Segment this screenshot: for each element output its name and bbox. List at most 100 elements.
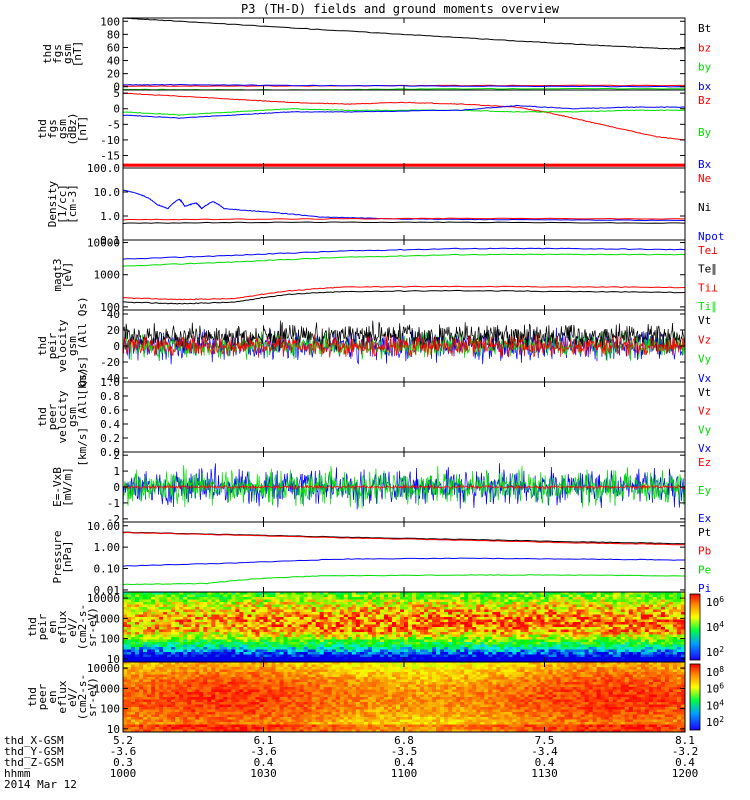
spectrogram-cell bbox=[247, 624, 253, 628]
spectrogram-cell bbox=[484, 632, 489, 636]
spectrogram-cell bbox=[584, 654, 590, 658]
spectrogram-cell bbox=[163, 714, 168, 718]
spectrogram-cell bbox=[151, 719, 156, 723]
spectrogram-cell bbox=[404, 634, 409, 638]
spectrogram-cell bbox=[147, 659, 152, 662]
spectrogram-cell bbox=[147, 702, 152, 706]
spectrogram-cell bbox=[191, 672, 196, 676]
spectrogram-cell bbox=[540, 597, 546, 601]
spectrogram-cell bbox=[211, 724, 216, 728]
spectrogram-cell bbox=[367, 624, 373, 628]
spectrogram-cell bbox=[311, 604, 317, 608]
spectrogram-cell bbox=[127, 712, 132, 716]
spectrogram-cell bbox=[472, 632, 477, 636]
spectrogram-cell bbox=[428, 594, 433, 598]
spectrogram-cell bbox=[624, 622, 630, 626]
spectrogram-cell bbox=[588, 614, 594, 618]
spectrogram-cell bbox=[652, 619, 658, 623]
spectrogram-cell bbox=[600, 642, 606, 646]
spectrogram-cell bbox=[508, 649, 513, 653]
spectrogram-cell bbox=[183, 657, 188, 661]
spectrogram-cell bbox=[504, 619, 509, 623]
spectrogram-cell bbox=[460, 639, 465, 643]
spectrogram-cell bbox=[636, 604, 642, 608]
spectrogram-cell bbox=[652, 609, 658, 613]
spectrogram-cell bbox=[271, 627, 277, 631]
spectrogram-cell bbox=[363, 622, 369, 626]
spectrogram-cell bbox=[211, 694, 216, 698]
spectrogram-cell bbox=[171, 687, 176, 691]
spectrogram-cell bbox=[608, 657, 614, 661]
spectrogram-cell bbox=[452, 602, 457, 606]
spectrogram-cell bbox=[584, 604, 590, 608]
spectrogram-cell bbox=[171, 594, 176, 598]
spectrogram-cell bbox=[387, 622, 393, 626]
spectrogram-cell bbox=[528, 627, 534, 631]
spectrogram-cell bbox=[143, 714, 148, 718]
spectrogram-cell bbox=[151, 729, 156, 732]
spectrogram-cell bbox=[335, 604, 341, 608]
spectrogram-cell bbox=[436, 654, 441, 658]
spectrogram-cell bbox=[432, 659, 437, 662]
spectrogram-cell bbox=[123, 729, 128, 732]
spectrogram-cell bbox=[139, 719, 144, 723]
spectrogram-cell bbox=[195, 677, 200, 681]
spectrogram-cell bbox=[624, 597, 630, 601]
spectrogram-cell bbox=[568, 594, 574, 598]
spectrogram-cell bbox=[580, 642, 586, 646]
spectrogram-cell bbox=[668, 659, 674, 662]
spectrogram-cell bbox=[183, 607, 188, 611]
spectrogram-cell bbox=[359, 624, 365, 628]
spectrogram-cell bbox=[215, 689, 220, 693]
spectrogram-cell bbox=[235, 614, 241, 618]
spectrogram-cell bbox=[207, 619, 212, 623]
spectrogram-cell bbox=[548, 654, 554, 658]
spectrogram-cell bbox=[219, 719, 224, 723]
spectrogram-cell bbox=[480, 659, 485, 662]
spectrogram-cell bbox=[167, 639, 172, 643]
spectrogram-cell bbox=[191, 714, 196, 718]
spectrogram-cell bbox=[327, 619, 333, 623]
spectrogram-cell bbox=[255, 647, 261, 651]
spectrogram-cell bbox=[351, 647, 357, 651]
spectrogram-cell bbox=[203, 642, 208, 646]
spectrogram-cell bbox=[387, 627, 393, 631]
spectrogram-cell bbox=[203, 714, 208, 718]
spectrogram-cell bbox=[480, 647, 485, 651]
spectrogram-cell bbox=[311, 609, 317, 613]
spectrogram-cell bbox=[211, 657, 216, 661]
spectrogram-cell bbox=[151, 622, 156, 626]
spectrogram-cell bbox=[179, 597, 184, 601]
spectrogram-cell bbox=[215, 604, 220, 608]
spectrogram-cell bbox=[484, 642, 489, 646]
spectrogram-cell bbox=[636, 657, 642, 661]
spectrogram-cell bbox=[171, 692, 176, 696]
spectrogram-cell bbox=[680, 599, 685, 603]
spectrogram-cell bbox=[175, 724, 180, 728]
spectrogram-cell bbox=[572, 599, 578, 603]
spectrogram-cell bbox=[536, 652, 542, 656]
spectrogram-cell bbox=[596, 627, 602, 631]
spectrogram-cell bbox=[251, 592, 257, 596]
y-axis-label: velocity bbox=[56, 390, 69, 443]
spectrogram-cell bbox=[576, 637, 582, 641]
spectrogram-cell bbox=[187, 667, 192, 671]
spectrogram-cell bbox=[604, 592, 610, 596]
spectrogram-cell bbox=[656, 609, 662, 613]
spectrogram-cell bbox=[243, 659, 249, 662]
spectrogram-cell bbox=[564, 612, 570, 616]
spectrogram-cell bbox=[235, 602, 241, 606]
spectrogram-cell bbox=[315, 592, 321, 596]
spectrogram-cell bbox=[163, 597, 168, 601]
spectrogram-cell bbox=[428, 609, 433, 613]
spectrogram-cell bbox=[251, 644, 257, 648]
spectrogram-cell bbox=[387, 637, 393, 641]
spectrogram-cell bbox=[307, 642, 313, 646]
spectrogram-cell bbox=[243, 652, 249, 656]
spectrogram-cell bbox=[656, 599, 662, 603]
spectrogram-cell bbox=[331, 652, 337, 656]
spectrogram-cell bbox=[371, 639, 377, 643]
spectrogram-cell bbox=[283, 654, 289, 658]
spectrogram-cell bbox=[660, 609, 666, 613]
spectrogram-cell bbox=[399, 602, 405, 606]
